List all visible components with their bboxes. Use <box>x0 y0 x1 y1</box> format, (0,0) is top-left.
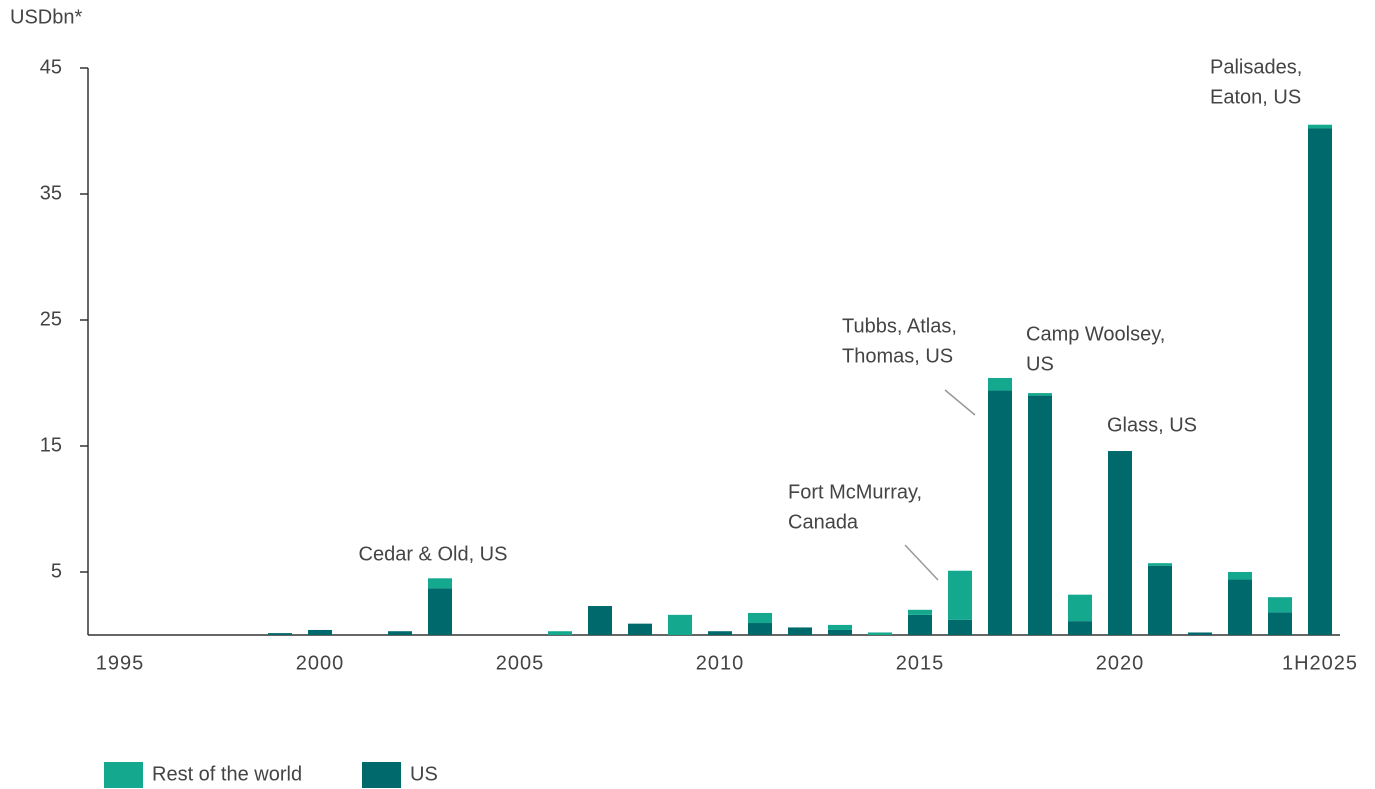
x-tick-label: 2015 <box>896 652 945 674</box>
leader-line <box>904 544 939 581</box>
annotation: Cedar & Old, US <box>359 543 508 565</box>
bar-segment <box>1068 621 1092 635</box>
bar-segment <box>628 623 652 635</box>
bar-segment <box>788 627 812 635</box>
bar-segment <box>748 623 772 635</box>
bar-segment <box>548 631 572 635</box>
x-tick-label: 1H2025 <box>1282 652 1358 674</box>
bar-segment <box>588 606 612 635</box>
bar-segment <box>1308 124 1332 129</box>
bar-segment <box>1148 563 1172 566</box>
bar-segment <box>308 629 332 635</box>
bar-segment <box>828 624 852 630</box>
annotation: Camp Woolsey, <box>1026 323 1165 345</box>
bar-segment <box>1108 451 1132 635</box>
x-tick-label: 2005 <box>496 652 545 674</box>
y-axis-label: USDbn* <box>10 6 82 28</box>
bar-segment <box>1228 579 1252 635</box>
annotation: Thomas, US <box>842 345 953 367</box>
x-tick-label: 2000 <box>296 652 345 674</box>
x-tick-label: 2020 <box>1096 652 1145 674</box>
x-tick-label: 2010 <box>696 652 745 674</box>
y-tick-label: 35 <box>40 182 62 204</box>
annotation: Fort McMurray, <box>788 481 922 503</box>
bar-segment <box>1188 632 1212 635</box>
annotation: Eaton, US <box>1210 86 1301 108</box>
x-tick-label: 1995 <box>96 652 145 674</box>
y-tick-label: 15 <box>40 434 62 456</box>
bar-segment <box>948 570 972 620</box>
bar-segment <box>1028 393 1052 396</box>
bar-segment <box>1148 565 1172 635</box>
bar-segment <box>908 614 932 635</box>
annotation: Tubbs, Atlas, <box>842 315 957 337</box>
bar-segment <box>988 390 1012 635</box>
bar-segment <box>1228 572 1252 580</box>
y-tick-label: 25 <box>40 308 62 330</box>
legend-swatch <box>362 762 401 788</box>
bar-segment <box>748 612 772 624</box>
annotation: Canada <box>788 511 859 533</box>
bar-segment <box>428 578 452 589</box>
bar-segment <box>708 631 732 635</box>
annotation: Glass, US <box>1107 414 1197 436</box>
bar-segment <box>828 629 852 635</box>
legend-label: US <box>410 763 438 785</box>
leader-line <box>944 389 976 416</box>
bar-segment <box>988 377 1012 391</box>
legend-swatch <box>104 762 143 788</box>
bar-segment <box>1268 597 1292 613</box>
bar-segment <box>1028 395 1052 635</box>
y-tick-label: 45 <box>40 56 62 78</box>
bar-segment <box>1268 612 1292 635</box>
y-tick-label: 5 <box>51 560 62 582</box>
legend-label: Rest of the world <box>152 763 302 785</box>
bar-segment <box>268 633 292 635</box>
annotation: US <box>1026 353 1054 375</box>
bar-segment <box>428 588 452 635</box>
annotation: Palisades, <box>1210 56 1302 78</box>
bar-segment <box>668 614 692 635</box>
bar-segment <box>868 632 892 635</box>
bar-segment <box>908 609 932 615</box>
bar-segment <box>1068 594 1092 622</box>
bar-segment <box>388 631 412 635</box>
bar-segment <box>1308 128 1332 636</box>
bar-segment <box>948 619 972 635</box>
